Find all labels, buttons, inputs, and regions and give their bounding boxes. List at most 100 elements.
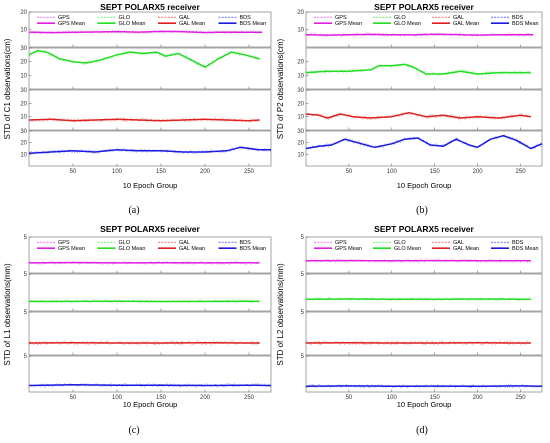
legend-label: BDS (240, 15, 252, 21)
legend-label: GAL (453, 240, 464, 246)
x-axis-label: 10 Epoch Group (123, 400, 178, 409)
chart-title: SEPT POLARX5 receiver (374, 2, 474, 12)
legend-label: GPS Mean (58, 246, 85, 252)
x-tick-label: 200 (200, 395, 211, 401)
y-tick-label: 20 (297, 101, 304, 107)
legend-label: GPS (58, 240, 70, 246)
legend: GPS GLO GAL BDS GPS Mean GLO Mean GAL Mean BDS … (314, 15, 539, 27)
legend-label: BDS (512, 240, 524, 246)
x-axis-label: 10 Epoch Group (123, 181, 178, 190)
series-gps-mean (305, 33, 534, 36)
y-tick-label: 10 (20, 28, 27, 34)
y-axis-label: STD of C1 observations(cm) (3, 38, 12, 139)
x-tick-label: 200 (473, 395, 484, 401)
panel-frame (28, 311, 272, 356)
panel-frame (305, 11, 543, 48)
legend-label: GAL Mean (453, 21, 479, 27)
legend-label: GLO Mean (394, 21, 421, 27)
y-axis-label: STD of L1 observations(mm) (3, 263, 12, 366)
y-tick-label: 5 (24, 272, 28, 278)
chart-1: SEPT POLARX5 receiver 10 20 10 20 30 10 20 30 10 2… (3, 2, 272, 216)
y-tick-label: 30 (20, 46, 27, 52)
series-bds-mean (28, 384, 272, 387)
legend-label: GAL Mean (179, 246, 205, 252)
panel-bds: 10 20 30 (20, 129, 272, 167)
panel-frame (28, 236, 272, 274)
y-tick-label: 10 (297, 152, 304, 158)
legend-label: GPS Mean (335, 21, 362, 27)
series-glo-mean (28, 49, 260, 68)
x-tick-label: 50 (346, 395, 353, 401)
legend-label: GAL Mean (453, 246, 479, 252)
panel-glo: 5 (24, 272, 272, 312)
panel-gal: 10 20 30 (20, 88, 272, 131)
legend-label: GPS (335, 240, 347, 246)
y-tick-label: 30 (20, 88, 27, 94)
legend-label: GLO (119, 240, 131, 246)
panel-glo: 10 20 (297, 47, 543, 90)
legend-label: GPS Mean (58, 21, 85, 27)
panel-frame (28, 11, 272, 48)
panel-frame (28, 273, 272, 312)
series-bds-raw (305, 133, 543, 150)
x-tick-label: 150 (156, 169, 167, 175)
y-tick-label: 30 (297, 129, 304, 135)
subfigure-caption: (b) (416, 205, 428, 216)
x-tick-label: 150 (430, 395, 441, 401)
x-tick-label: 100 (112, 395, 123, 401)
x-tick-label: 50 (70, 169, 77, 175)
y-tick-label: 10 (297, 73, 304, 79)
panel-frame (28, 89, 272, 131)
series-gps-raw (305, 31, 534, 38)
legend-label: GPS Mean (335, 246, 362, 252)
series-gal-mean (28, 118, 260, 122)
panel-frame (28, 130, 272, 167)
x-axis-label: 10 Epoch Group (397, 400, 452, 409)
legend-label: BDS Mean (240, 246, 267, 252)
x-tick-label: 150 (430, 169, 441, 175)
panel-glo: 10 20 30 (20, 46, 272, 90)
panel-frame (305, 89, 543, 131)
legend-label: BDS Mean (512, 246, 539, 252)
legend-label: GPS (58, 15, 70, 21)
series-gps-mean (28, 30, 263, 34)
x-tick-label: 100 (387, 169, 398, 175)
y-tick-label: 5 (24, 235, 28, 241)
legend-label: BDS Mean (512, 21, 539, 27)
y-tick-label: 10 (20, 115, 27, 121)
x-tick-label: 50 (346, 169, 353, 175)
legend-label: GAL (179, 15, 190, 21)
y-tick-label: 20 (20, 10, 27, 16)
y-tick-label: 20 (20, 141, 27, 147)
series-glo-raw (28, 298, 260, 305)
panel-gal: 5 (24, 310, 272, 356)
subfigure-caption: (a) (128, 205, 139, 216)
panel-frame (305, 47, 543, 90)
y-tick-label: 30 (297, 88, 304, 94)
panel-frame (28, 355, 272, 393)
legend-label: GLO Mean (119, 21, 146, 27)
legend-label: GAL (179, 240, 190, 246)
y-tick-label: 5 (24, 310, 28, 316)
panel-gal: 10 20 30 (297, 88, 543, 131)
y-tick-label: 5 (301, 310, 305, 316)
x-tick-label: 100 (387, 395, 398, 401)
y-tick-label: 5 (301, 354, 305, 360)
legend: GPS GLO GAL BDS GPS Mean GLO Mean GAL Mean BDS … (314, 240, 539, 252)
x-tick-label: 250 (244, 169, 255, 175)
series-bds-mean (305, 134, 543, 150)
legend-label: GPS (335, 15, 347, 21)
y-axis-label: STD of L2 observations(mm) (276, 263, 285, 366)
series-glo-raw (28, 48, 260, 70)
y-tick-label: 20 (20, 101, 27, 107)
x-tick-label: 100 (112, 169, 123, 175)
x-tick-label: 200 (200, 169, 211, 175)
y-axis-label: STD of P2 observations(cm) (276, 38, 285, 139)
panel-gps: 10 20 (297, 10, 543, 48)
chart-title: SEPT POLARX5 receiver (100, 2, 200, 12)
panel-gps: 5 (301, 235, 543, 274)
y-tick-label: 20 (297, 60, 304, 66)
